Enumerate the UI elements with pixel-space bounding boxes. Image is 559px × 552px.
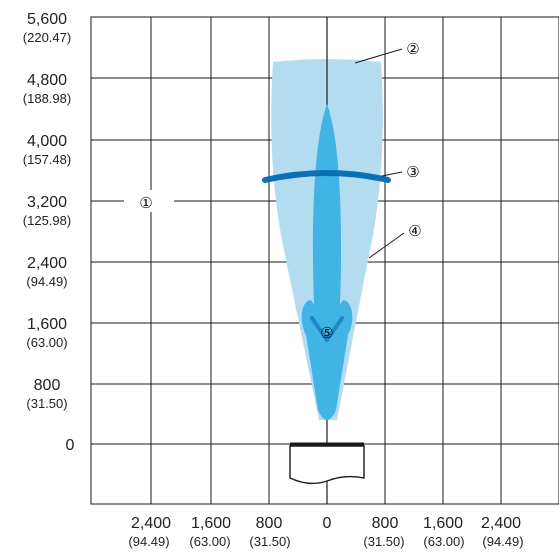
callout-1: ①: [139, 194, 152, 212]
x-tick-label: 800: [372, 515, 399, 532]
callout-1-mask: [124, 190, 174, 212]
x-tick-label: 2,400: [481, 515, 521, 532]
y-tick-sublabel: (94.49): [26, 274, 67, 289]
leader-2: [354, 48, 403, 64]
x-tick-sublabel: (94.49): [482, 534, 523, 549]
leader-4: [368, 232, 405, 259]
x-tick-sublabel: (31.50): [363, 534, 404, 549]
leader-3: [381, 171, 403, 177]
y-tick-label: 0: [66, 437, 75, 454]
callout-5: ⑤: [320, 324, 333, 342]
arrow-head: [310, 316, 344, 342]
x-tick-sublabel: (31.50): [249, 534, 290, 549]
y-tick-label: 4,800: [27, 72, 67, 89]
x-tick-label: 2,400: [131, 515, 171, 532]
callout-4: ④: [408, 222, 421, 240]
callout-3: ③: [406, 163, 419, 181]
y-tick-label: 4,000: [27, 133, 67, 150]
y-tick-sublabel: (31.50): [26, 396, 67, 411]
inner-detection-field: [301, 104, 353, 420]
x-tick-label: 800: [256, 515, 283, 532]
x-axis-labels: 2,400 (94.49) 1,600 (63.00) 800 (31.50) …: [128, 515, 523, 549]
y-tick-label: 5,600: [27, 11, 67, 28]
y-tick-label: 3,200: [27, 194, 67, 211]
x-tick-sublabel: (63.00): [423, 534, 464, 549]
callout-2: ②: [406, 40, 419, 58]
y-axis-labels: 5,600 (220.47) 4,800 (188.98) 4,000 (157…: [23, 11, 75, 454]
x-tick-sublabel: (63.00): [189, 534, 230, 549]
x-tick-label: 1,600: [191, 515, 231, 532]
range-ring: [262, 170, 391, 183]
y-tick-label: 800: [34, 377, 61, 394]
x-tick-label: 0: [323, 515, 332, 532]
x-tick-sublabel: (94.49): [128, 534, 169, 549]
grid-border: [90, 16, 559, 505]
y-tick-sublabel: (220.47): [23, 30, 71, 45]
y-tick-sublabel: (63.00): [26, 335, 67, 350]
y-tick-label: 2,400: [27, 255, 67, 272]
y-tick-sublabel: (188.98): [23, 91, 71, 106]
y-tick-sublabel: (125.98): [23, 213, 71, 228]
sensor-body: [289, 445, 365, 485]
y-tick-label: 1,600: [27, 316, 67, 333]
x-tick-label: 1,600: [423, 515, 463, 532]
sensor-symbol: [289, 442, 365, 485]
y-tick-sublabel: (157.48): [23, 152, 71, 167]
callout-leaders: [354, 48, 405, 259]
